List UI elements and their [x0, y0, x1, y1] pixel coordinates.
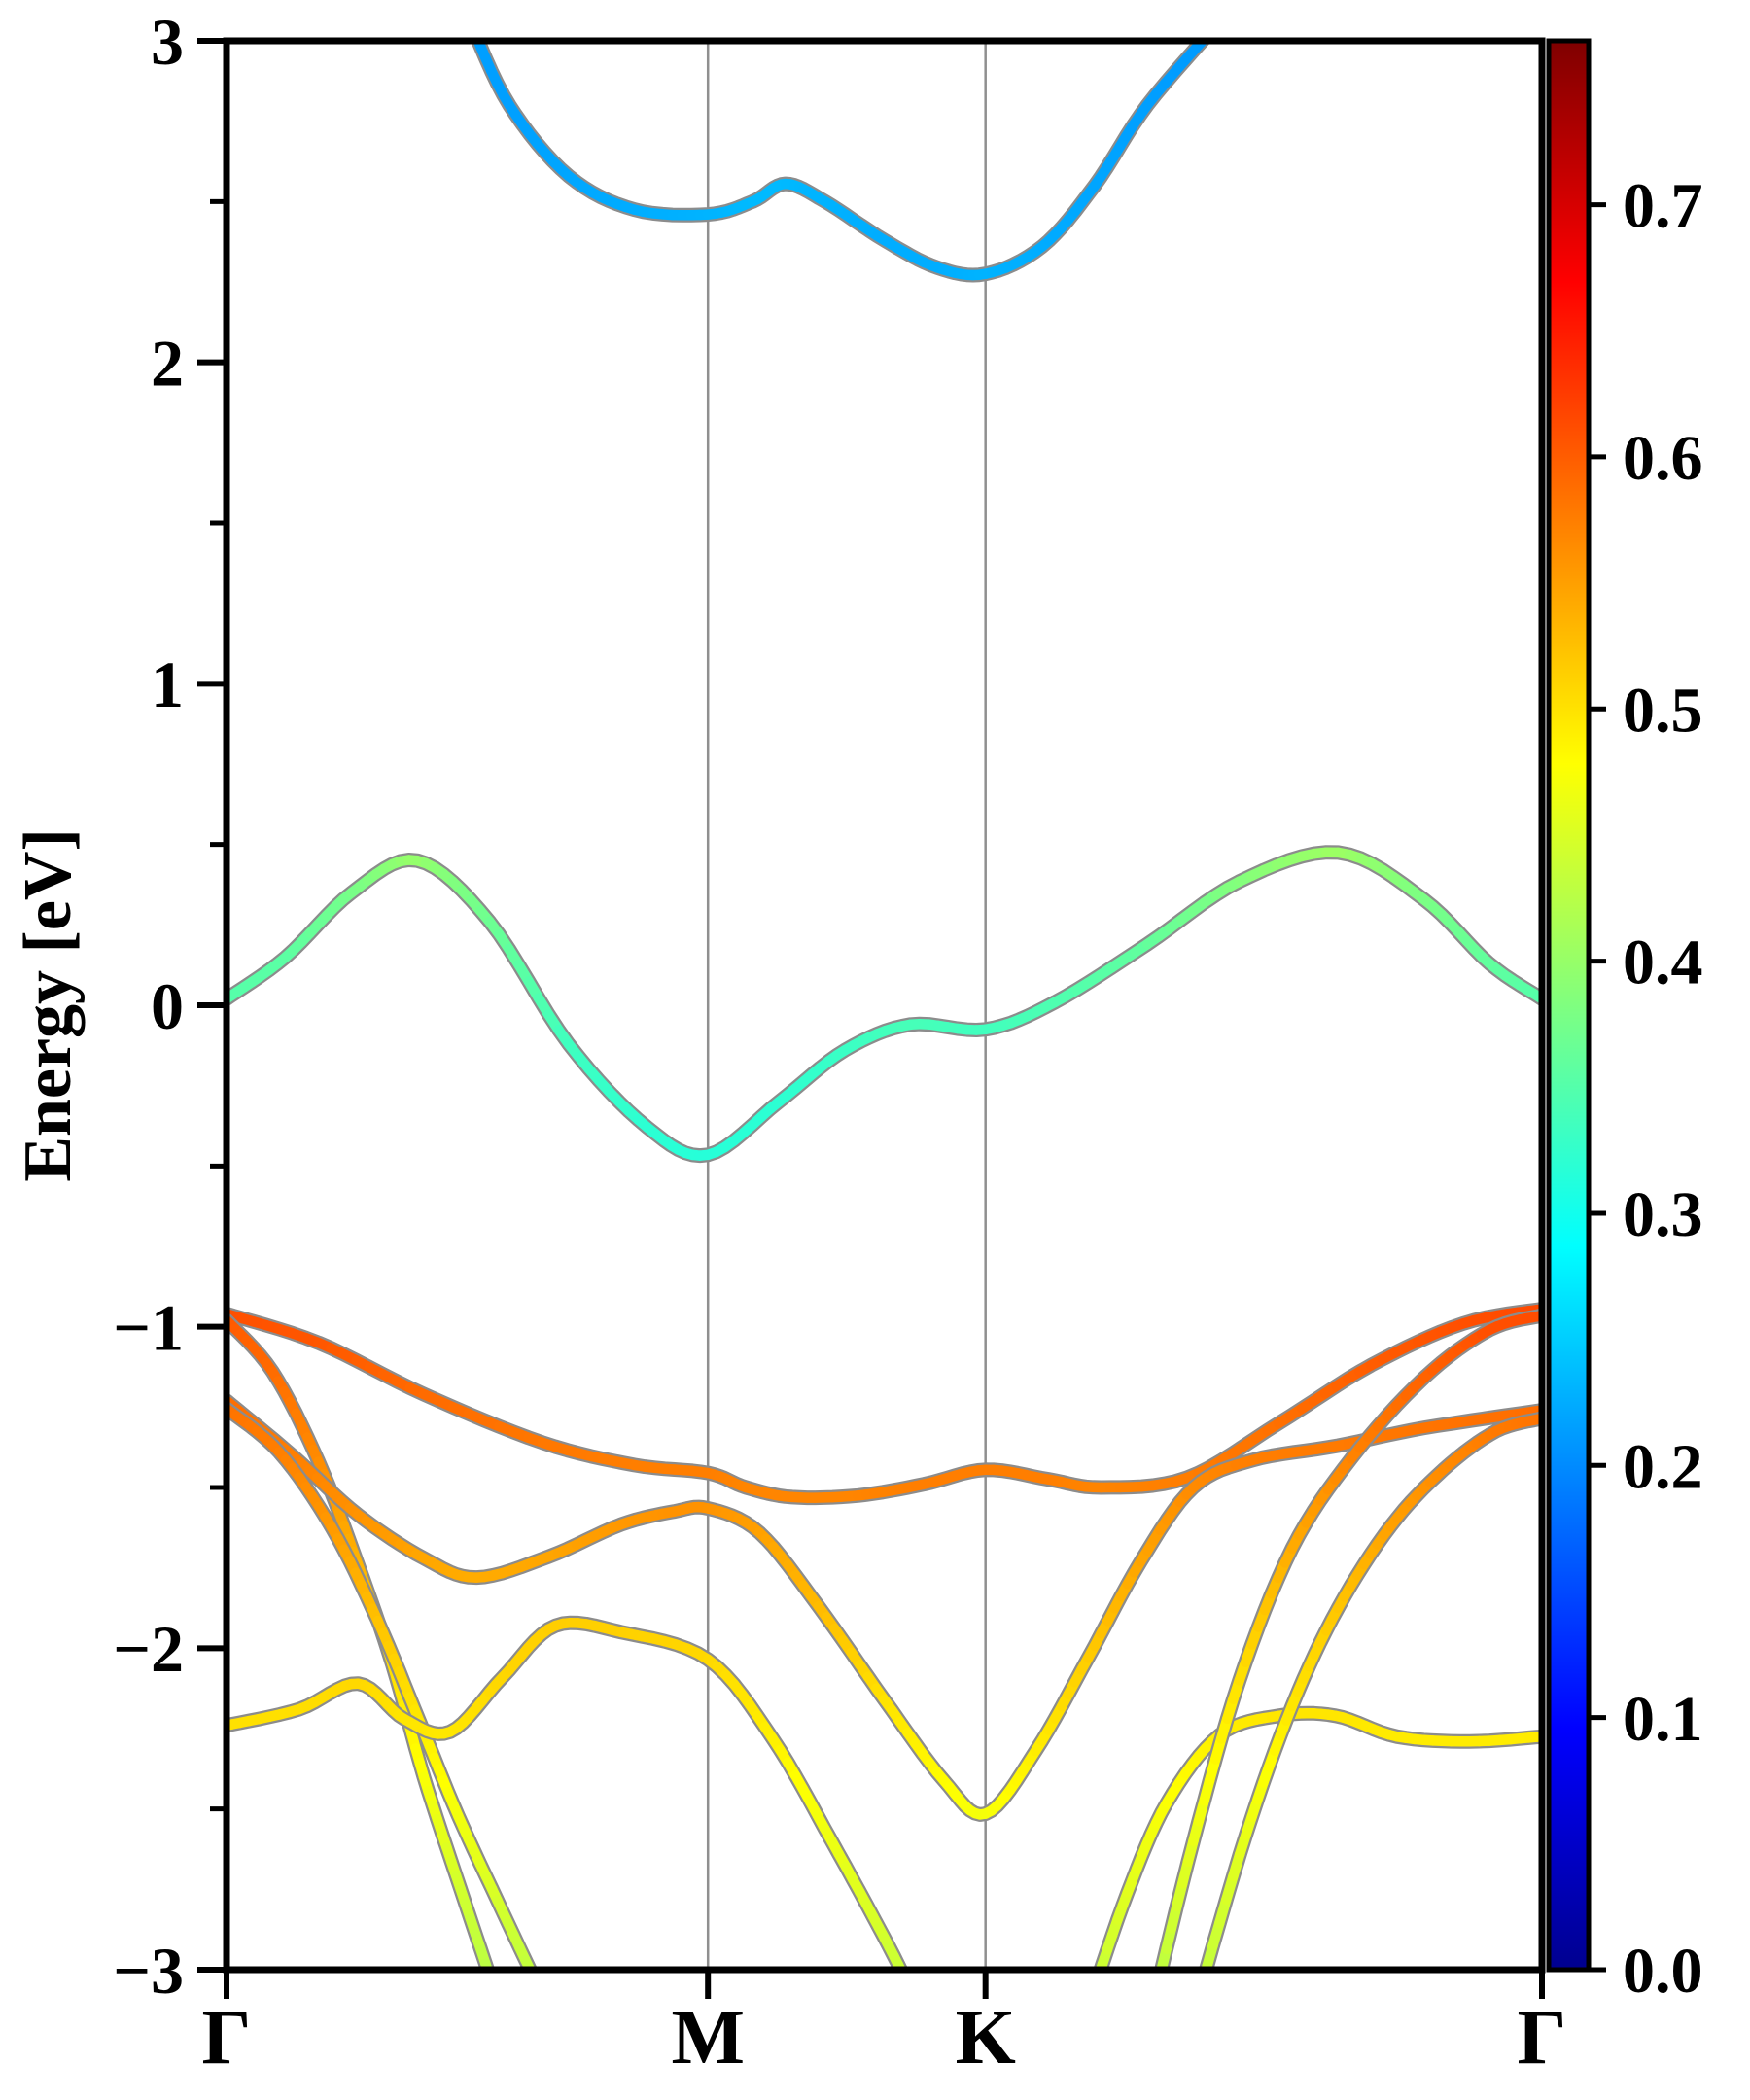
band-valence-steep-right-2 [1198, 1411, 1542, 1996]
band-valence-flat-right [1092, 1705, 1542, 1995]
band-valence-top [227, 1302, 1542, 1506]
band-segment [490, 1977, 494, 1987]
band-outline [1198, 1411, 1542, 1970]
band-valence-flat-left [227, 1615, 913, 1995]
band-segment [897, 1967, 907, 1970]
band-outline [227, 845, 1542, 1164]
y-tick-label: 0 [151, 969, 184, 1043]
band-outline [227, 1312, 496, 1970]
y-tick-label: −3 [113, 1934, 184, 2008]
x-tick-label-K: K [956, 1995, 1016, 2081]
colorbar-tick-label: 0.6 [1623, 423, 1703, 494]
y-tick-label: 2 [151, 326, 184, 400]
y-tick-label: −1 [113, 1290, 184, 1364]
y-axis: 3 2 1 0 −1 −2 −3 [113, 5, 227, 2008]
y-tick-label: 1 [151, 648, 184, 721]
band-valence-mid [227, 1393, 1542, 1822]
band-segment [472, 41, 480, 43]
band-segment [470, 21, 472, 28]
band-segment [909, 1986, 912, 1991]
y-tick-label: 3 [151, 5, 184, 79]
colorbar-tick-label: 0.3 [1623, 1179, 1703, 1250]
band-segment [911, 1991, 913, 1995]
band-valence-steep-left-1 [227, 1312, 497, 1995]
band-conduction [470, 21, 1220, 283]
band-mid-band [227, 845, 1542, 1164]
band-valence-steep-left-2 [227, 1401, 542, 1996]
colorbar-tick-label: 0.7 [1623, 171, 1703, 242]
colorbar-gradient [1549, 41, 1589, 1970]
band-segment [1095, 1977, 1099, 1987]
colorbar-tick-label: 0.2 [1623, 1431, 1703, 1502]
plot-spines [223, 37, 1546, 1974]
band-segment [1203, 41, 1209, 42]
band-segment [1155, 1983, 1158, 1995]
colorbar-tick-label: 0.0 [1623, 1936, 1703, 2007]
x-tick-label-M: M [671, 1995, 745, 2081]
gridlines [706, 41, 987, 1970]
colorbar-border [1546, 38, 1592, 1973]
bands [227, 21, 1542, 1996]
colorbar: 0.0 0.1 0.2 0.3 0.4 0.5 0.6 0.7 [1546, 38, 1703, 2007]
band-segment [540, 1989, 542, 1996]
band-outline [470, 41, 1212, 283]
x-tick-label-Γ: Γ [1518, 1995, 1567, 2081]
y-tick-label: −2 [113, 1612, 184, 1686]
colorbar-tick-label: 0.4 [1623, 928, 1703, 998]
band-segment [494, 1987, 497, 1995]
band-segment [905, 1979, 908, 1986]
band-segment [1199, 1983, 1203, 1996]
y-axis-label: Energy [eV] [11, 828, 86, 1182]
band-segment [536, 1980, 540, 1989]
band-segment [480, 1958, 494, 1970]
colorbar-tick-label: 0.5 [1623, 675, 1703, 746]
colorbar-tick-label: 0.1 [1623, 1684, 1703, 1755]
band-segment [1214, 21, 1220, 28]
x-tick-label-Γ: Γ [202, 1995, 252, 2081]
band-segment [1092, 1987, 1095, 1995]
band-valence-steep-right-1 [1153, 1308, 1542, 1995]
